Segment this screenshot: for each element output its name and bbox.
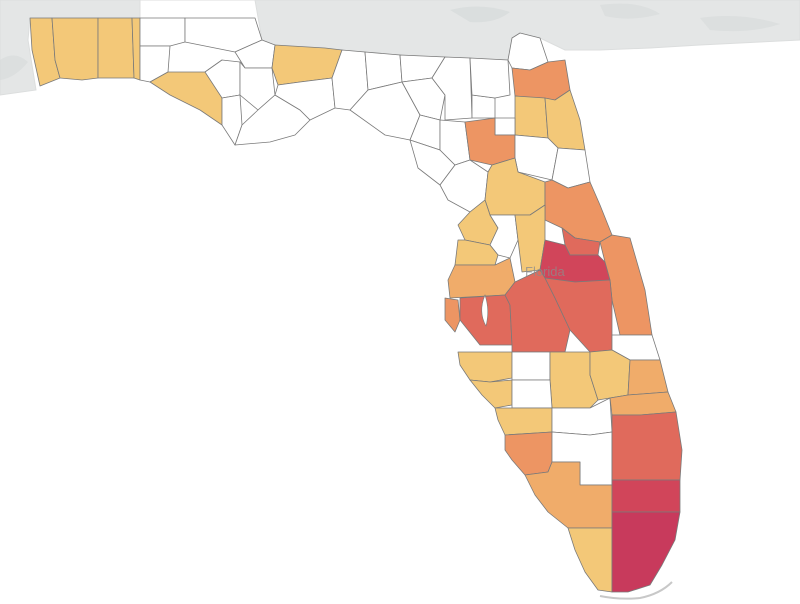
terrain-shade [600, 3, 660, 19]
county-flagler[interactable] [551, 147, 591, 189]
county-bradford[interactable] [494, 117, 516, 136]
state-label: Florida [525, 264, 566, 279]
terrain-shade [700, 16, 780, 32]
county-union[interactable] [471, 94, 496, 119]
florida-keys [599, 581, 673, 600]
terrain-shade [450, 6, 510, 23]
county-palm-beach[interactable] [611, 411, 683, 481]
county-okaloosa[interactable] [97, 17, 135, 79]
county-clay[interactable] [514, 95, 549, 139]
county-pinellas[interactable] [444, 297, 461, 333]
county-desoto[interactable] [511, 379, 553, 409]
county-miami-dade[interactable] [611, 511, 681, 593]
terrain-shade [0, 55, 28, 80]
county-charlotte[interactable] [494, 407, 553, 436]
county-baker[interactable] [469, 57, 511, 99]
county-broward[interactable] [611, 479, 681, 513]
county-santa-rosa[interactable] [51, 17, 99, 81]
tampa-bay-water [481, 294, 489, 327]
county-holmes[interactable] [139, 17, 186, 47]
county-suwannee[interactable] [401, 77, 446, 121]
county-wakulla[interactable] [274, 77, 336, 121]
county-hardee[interactable] [511, 351, 551, 381]
county-okeechobee[interactable] [589, 349, 631, 401]
